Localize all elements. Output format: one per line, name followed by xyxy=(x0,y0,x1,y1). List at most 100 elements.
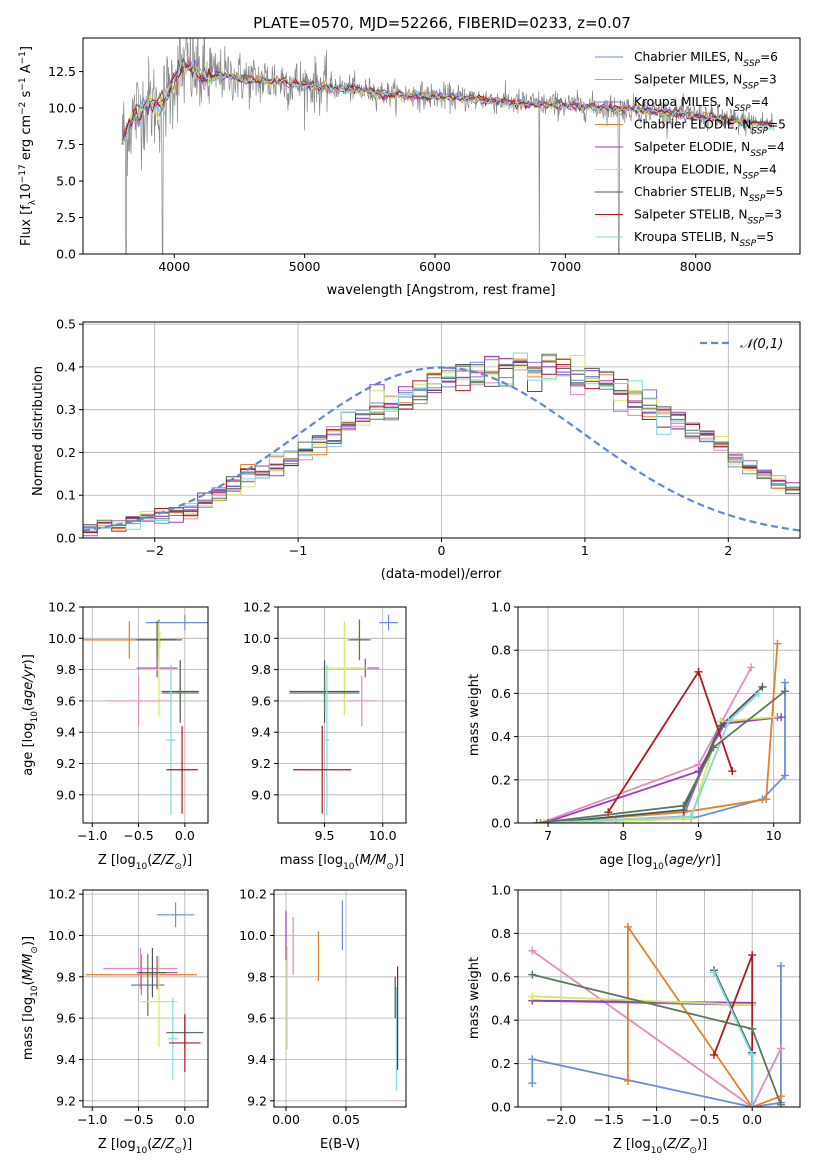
axes-frame xyxy=(82,321,801,539)
y-tick-label: 0.0 xyxy=(491,816,511,831)
weight-marker-green xyxy=(780,687,789,696)
y-tick-label: 9.6 xyxy=(251,693,271,708)
y-tick-label: 1.0 xyxy=(491,883,511,898)
y-tick-label: 9.4 xyxy=(247,1052,267,1067)
weight_vs_z-plot-area xyxy=(528,922,785,1107)
mass_vs_ebv-axes: 0.00 0.05 9.2 9.4 9.6 9.8 10.0 10.2 xyxy=(239,887,407,1127)
legend-label: Chabrier ELODIE, NSSP=5 xyxy=(634,118,786,137)
weight-marker-chabrier_stelib xyxy=(717,721,726,730)
y-tick-label: 10.0 xyxy=(48,101,76,116)
x-axis-label: (data-model)/error xyxy=(381,567,502,582)
x-tick-label: −1 xyxy=(289,543,307,558)
weight-marker-kroupa_elodie xyxy=(540,819,549,823)
age_vs_z-plot-area xyxy=(83,614,208,816)
y-tick-label: 10.2 xyxy=(48,600,76,615)
y-tick-label: 0.2 xyxy=(56,445,76,460)
weight-marker-kroupa_stelib xyxy=(724,717,733,726)
weight-marker-chabrier_elodie xyxy=(623,922,632,931)
y-tick-label: 0.8 xyxy=(491,926,511,941)
chart-title: PLATE=0570, MJD=52266, FIBERID=0233, z=0… xyxy=(253,14,631,32)
y-tick-label: 9.2 xyxy=(56,756,76,771)
y-tick-label: 0.4 xyxy=(491,729,511,744)
weight-line-kroupa_elodie xyxy=(544,716,774,823)
weight_vs_z-axes: −2.0 −1.5 −1.0 −0.5 0.0 0.0 0.2 0.4 0.6 0.8 1.0 xyxy=(491,883,801,1127)
y-tick-label: 9.4 xyxy=(56,725,76,740)
x-tick-label: 0.05 xyxy=(332,1112,360,1127)
weight-line-chabrier_miles xyxy=(531,966,782,1107)
x-tick-label: 8000 xyxy=(680,259,712,274)
axes-frame xyxy=(517,606,801,824)
weight-marker-green xyxy=(709,743,718,752)
y-tick-label: 10.2 xyxy=(243,600,271,615)
x-tick-label: −0.5 xyxy=(123,828,153,843)
axes-frame xyxy=(273,889,407,1108)
legend-label: Salpeter ELODIE, NSSP=4 xyxy=(634,140,785,159)
weight-marker-chabrier_elodie xyxy=(773,639,782,648)
histogram-chabrier_stelib xyxy=(83,361,800,538)
y-tick-label: 0.8 xyxy=(491,643,511,658)
mass_vs_z-axes: −1.0 −0.5 0.0 9.2 9.4 9.6 9.8 10.0 10.2 xyxy=(48,887,209,1127)
legend-gaussian-label: 𝒩(0,1) xyxy=(740,337,783,352)
y-tick-label: 9.2 xyxy=(56,1093,76,1108)
x-tick-label: −1.0 xyxy=(641,1112,671,1127)
y-tick-label: 10.0 xyxy=(48,631,76,646)
x-tick-label: 8 xyxy=(619,828,627,843)
y-tick-label: 9.2 xyxy=(247,1093,267,1108)
age_vs_mass-axes: 9.5 10.0 9.0 9.2 9.4 9.6 9.8 10.0 10.2 xyxy=(243,600,407,843)
x-tick-label: 1 xyxy=(581,543,589,558)
weight-marker-chabrier_elodie xyxy=(536,819,545,823)
y-axis-label: mass [log10(M/M⊙)] xyxy=(21,936,40,1060)
weight-marker-salpeter_miles xyxy=(776,1044,785,1053)
weight-marker-salpeter_miles xyxy=(747,663,756,672)
y-tick-label: 0.2 xyxy=(491,1056,511,1071)
y-tick-label: 9.6 xyxy=(56,693,76,708)
y-tick-label: 10.0 xyxy=(48,928,76,943)
residuals-plot-area xyxy=(83,352,800,538)
x-tick-label: 10.0 xyxy=(369,828,397,843)
weight-marker-green xyxy=(776,1100,785,1107)
y-axis-label: mass weight xyxy=(467,957,482,1039)
mass_vs_z-plot-area xyxy=(85,902,204,1081)
y-tick-label: 9.8 xyxy=(247,969,267,984)
y-tick-label: 0.5 xyxy=(56,317,76,332)
y-tick-label: 9.0 xyxy=(56,787,76,802)
x-tick-label: −1.0 xyxy=(77,1112,107,1127)
x-tick-label: 4000 xyxy=(158,259,190,274)
y-tick-label: 0.2 xyxy=(491,772,511,787)
x-tick-label: 5000 xyxy=(289,259,321,274)
y-tick-label: 9.4 xyxy=(56,1052,76,1067)
y-tick-label: 0.4 xyxy=(491,1013,511,1028)
x-tick-label: 10 xyxy=(766,828,782,843)
y-tick-label: 10.2 xyxy=(239,887,267,902)
histogram-salpeter_elodie xyxy=(83,355,800,538)
x-tick-label: 0 xyxy=(438,543,446,558)
x-tick-label: 0.0 xyxy=(742,1112,762,1127)
x-tick-label: −2.0 xyxy=(546,1112,576,1127)
y-tick-label: 1.0 xyxy=(491,600,511,615)
x-tick-label: −0.5 xyxy=(123,1112,153,1127)
axes-frame xyxy=(82,606,209,824)
x-tick-label: 0.0 xyxy=(175,828,195,843)
weight-marker-chabrier_miles xyxy=(528,1079,537,1088)
weight-marker-chabrier_elodie xyxy=(623,1076,632,1085)
legend-label: Kroupa MILES, NSSP=4 xyxy=(634,95,769,114)
age_vs_z-axes: −1.0 −0.5 0.0 9.0 9.2 9.4 9.6 9.8 10.0 10.2 xyxy=(48,600,209,843)
y-tick-label: 9.2 xyxy=(251,756,271,771)
x-tick-label: −2 xyxy=(145,543,163,558)
legend-label: Salpeter MILES, NSSP=3 xyxy=(634,73,777,92)
axes-frame xyxy=(82,37,801,255)
weight-marker-green xyxy=(528,970,537,979)
axes-frame xyxy=(277,606,407,824)
y-tick-label: 9.6 xyxy=(247,1011,267,1026)
weight-line-kroupa_stelib xyxy=(536,692,760,823)
x-axis-label: Z [log10(Z/Z⊙)] xyxy=(98,1137,192,1156)
weight-line-chabrier_elodie xyxy=(627,924,782,1107)
x-tick-label: −0.5 xyxy=(689,1112,719,1127)
x-axis-label: age [log10(age/yr)] xyxy=(599,853,721,872)
weight-line-green xyxy=(536,690,786,823)
weight-marker-kroupa_elodie xyxy=(528,992,537,1001)
y-tick-label: 10.0 xyxy=(239,928,267,943)
y-tick-label: 5.0 xyxy=(56,174,76,189)
weight-marker-chabrier_elodie xyxy=(762,795,771,804)
